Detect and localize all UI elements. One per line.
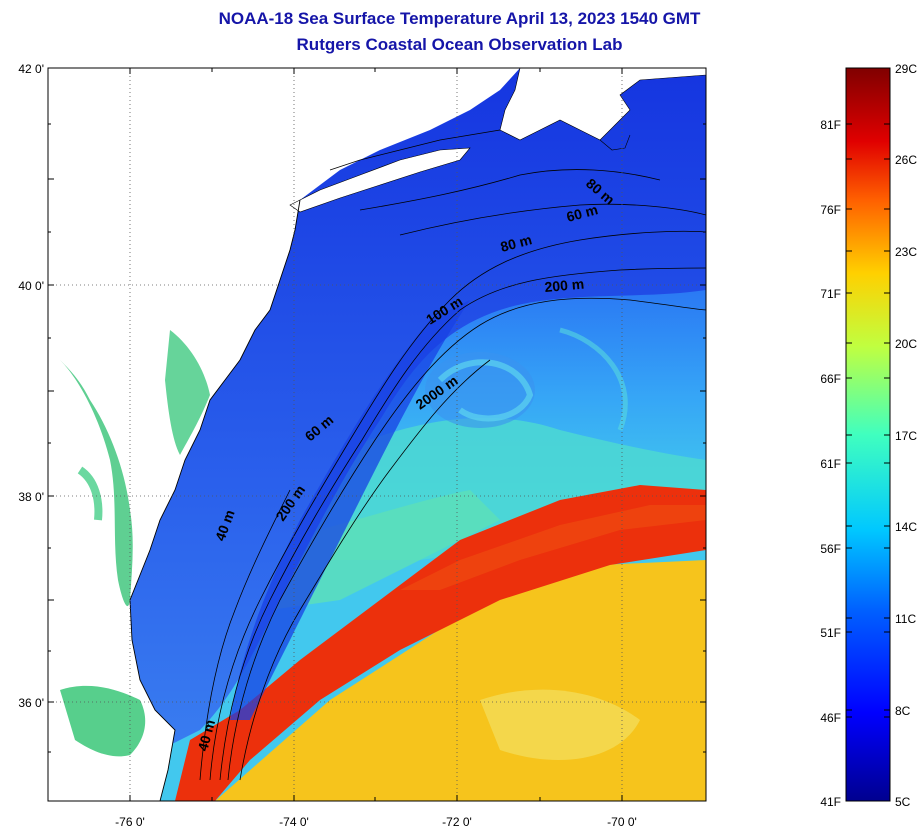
fahrenheit-label: 51F xyxy=(820,626,841,640)
fahrenheit-label: 76F xyxy=(820,203,841,217)
contour-label: 60 m xyxy=(565,201,600,225)
lat-label: 38 0' xyxy=(18,490,44,504)
map-subtitle: Rutgers Coastal Ocean Observation Lab xyxy=(296,35,623,54)
fahrenheit-label: 71F xyxy=(820,287,841,301)
celsius-label: 29C xyxy=(895,62,917,76)
map-title: NOAA-18 Sea Surface Temperature April 13… xyxy=(218,9,701,28)
latitude-labels: 42 0' 40 0' 38 0' 36 0' xyxy=(18,62,44,710)
lat-label: 36 0' xyxy=(18,696,44,710)
celsius-label: 8C xyxy=(895,704,911,718)
axis-ticks xyxy=(48,67,706,802)
fahrenheit-label: 41F xyxy=(820,795,841,809)
celsius-label: 23C xyxy=(895,245,917,259)
fahrenheit-label: 56F xyxy=(820,542,841,556)
lat-label: 42 0' xyxy=(18,62,44,76)
celsius-label: 17C xyxy=(895,429,917,443)
celsius-label: 26C xyxy=(895,153,917,167)
colorbar-celsius-labels: 29C 26C 23C 20C 17C 14C 11C 8C 5C xyxy=(895,62,917,809)
lon-label: -74 0' xyxy=(279,815,309,829)
lon-label: -70 0' xyxy=(607,815,637,829)
colorbar-gradient xyxy=(845,67,891,802)
longitude-labels: -76 0' -74 0' -72 0' -70 0' xyxy=(115,815,637,829)
celsius-label: 14C xyxy=(895,520,917,534)
lat-label: 40 0' xyxy=(18,279,44,293)
lon-label: -76 0' xyxy=(115,815,145,829)
sst-field: 80 m 60 m 80 m 200 m 100 m 2000 m 60 m 2… xyxy=(48,68,706,801)
fahrenheit-label: 66F xyxy=(820,372,841,386)
lon-label: -72 0' xyxy=(442,815,472,829)
celsius-label: 5C xyxy=(895,795,911,809)
contour-label: 40 m xyxy=(194,718,218,753)
celsius-label: 20C xyxy=(895,337,917,351)
bathymetry-contours xyxy=(199,169,706,781)
fahrenheit-label: 61F xyxy=(820,457,841,471)
fahrenheit-label: 81F xyxy=(820,118,841,132)
colorbar-ticks xyxy=(846,123,890,718)
contour-label: 80 m xyxy=(499,231,534,255)
fahrenheit-label: 46F xyxy=(820,711,841,725)
celsius-label: 11C xyxy=(895,612,916,626)
map-frame xyxy=(47,67,707,802)
colorbar-fahrenheit-labels: 81F 76F 71F 66F 61F 56F 51F 46F 41F xyxy=(820,118,841,809)
graticule xyxy=(48,68,706,801)
colorbar: 29C 26C 23C 20C 17C 14C 11C 8C 5C 81F 76… xyxy=(820,62,917,809)
